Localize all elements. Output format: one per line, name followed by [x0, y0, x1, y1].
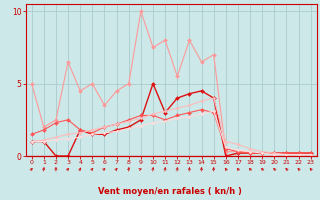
Text: Vent moyen/en rafales ( kn/h ): Vent moyen/en rafales ( kn/h )	[98, 187, 242, 196]
